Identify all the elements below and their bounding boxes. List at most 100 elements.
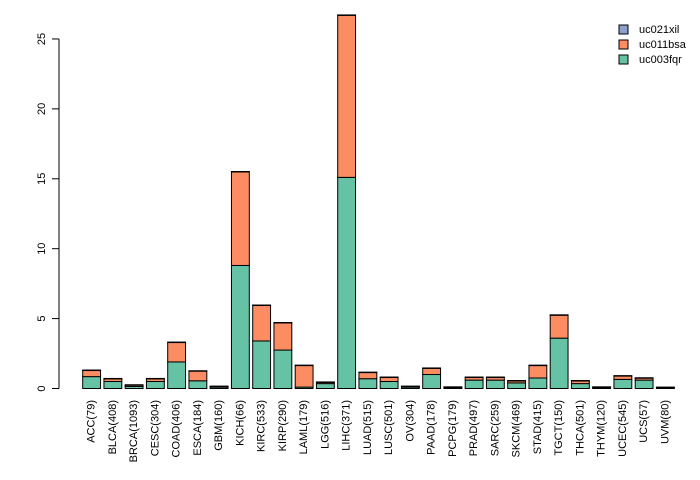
bar-uc021xil-THYM(120) bbox=[592, 386, 612, 388]
x-tick-label: GBM(160) bbox=[213, 400, 225, 451]
bar-uc003fqr-LIHC(371) bbox=[337, 176, 357, 389]
bar-uc021xil-LUAD(515) bbox=[358, 371, 378, 374]
bar-uc021xil-STAD(415) bbox=[528, 364, 548, 367]
bar-uc003fqr-TGCT(150) bbox=[549, 337, 569, 389]
y-tick-label: 20 bbox=[36, 103, 48, 115]
bar-uc021xil-THCA(501) bbox=[570, 380, 590, 382]
bar-uc003fqr-COAD(406) bbox=[167, 361, 187, 389]
x-tick-label: STAD(415) bbox=[532, 400, 544, 454]
bar-uc021xil-UCS(57) bbox=[634, 377, 654, 379]
bar-uc003fqr-KIRC(533) bbox=[252, 340, 272, 389]
x-tick-label: LUAD(515) bbox=[362, 400, 374, 455]
x-tick-label: THYM(120) bbox=[596, 400, 608, 457]
bar-uc021xil-CESC(304) bbox=[145, 377, 165, 380]
bar-uc011bsa-LUAD(515) bbox=[358, 371, 378, 380]
bar-uc003fqr-UCEC(545) bbox=[613, 378, 633, 390]
bar-uc011bsa-TGCT(150) bbox=[549, 314, 569, 339]
bar-uc021xil-ACC(79) bbox=[82, 369, 102, 372]
bar-uc011bsa-KICH(66) bbox=[230, 171, 250, 266]
bar-uc003fqr-LGG(516) bbox=[315, 383, 335, 389]
bar-uc021xil-SARC(259) bbox=[485, 376, 505, 379]
x-tick-label: OV(304) bbox=[404, 400, 416, 442]
bar-uc021xil-BRCA(1093) bbox=[124, 384, 144, 386]
bar-uc021xil-PAAD(178) bbox=[422, 367, 442, 369]
bar-uc021xil-LAML(179) bbox=[294, 364, 314, 367]
bar-uc011bsa-STAD(415) bbox=[528, 364, 548, 379]
bar-uc021xil-UCEC(545) bbox=[613, 375, 633, 377]
bar-uc021xil-GBM(160) bbox=[209, 385, 229, 388]
bar-uc021xil-SKCM(469) bbox=[507, 380, 527, 382]
x-tick-label: SKCM(469) bbox=[511, 400, 523, 457]
x-tick-label: TGCT(150) bbox=[553, 400, 565, 456]
bar-uc021xil-PRAD(497) bbox=[464, 376, 484, 379]
bar-uc021xil-OV(304) bbox=[400, 385, 420, 388]
y-tick-label: 10 bbox=[36, 243, 48, 255]
bar-uc003fqr-SARC(259) bbox=[485, 379, 505, 390]
legend-swatch-uc003fqr bbox=[618, 54, 629, 65]
x-tick-label: KIRP(290) bbox=[277, 400, 289, 451]
legend-label-uc003fqr: uc003fqr bbox=[639, 54, 682, 66]
x-tick-label: BRCA(1093) bbox=[128, 400, 140, 462]
x-tick-label: LUSC(501) bbox=[383, 400, 395, 455]
y-tick-label: 25 bbox=[36, 33, 48, 45]
bar-uc021xil-KICH(66) bbox=[230, 171, 250, 173]
bar-uc003fqr-KICH(66) bbox=[230, 264, 250, 389]
x-tick-label: THCA(501) bbox=[574, 400, 586, 456]
x-tick-label: BLCA(408) bbox=[107, 400, 119, 454]
y-axis: 0 5 10 15 20 25 bbox=[36, 33, 60, 392]
bar-uc021xil-UVM(80) bbox=[655, 386, 675, 389]
y-tick-label: 5 bbox=[36, 316, 48, 322]
bar-uc003fqr-LUSC(501) bbox=[379, 381, 399, 389]
bars bbox=[82, 14, 675, 390]
x-tick-label: SARC(259) bbox=[489, 400, 501, 456]
bar-uc003fqr-LUAD(515) bbox=[358, 378, 378, 389]
x-tick-label: CESC(304) bbox=[149, 400, 161, 456]
bar-uc003fqr-UCS(57) bbox=[634, 379, 654, 390]
bar-uc003fqr-KIRP(290) bbox=[273, 349, 293, 390]
x-tick-label: LIHC(371) bbox=[341, 400, 353, 451]
x-tick-label: PAAD(178) bbox=[426, 400, 438, 455]
x-tick-label: UCS(57) bbox=[638, 400, 650, 443]
legend-swatch-uc011bsa bbox=[618, 39, 629, 50]
bar-uc021xil-LIHC(371) bbox=[337, 14, 357, 16]
x-tick-label: LGG(516) bbox=[319, 400, 331, 449]
x-tick-label: UVM(80) bbox=[659, 400, 671, 444]
bar-uc021xil-BLCA(408) bbox=[103, 377, 123, 380]
bar-uc011bsa-PAAD(178) bbox=[422, 367, 442, 376]
x-tick-label: PRAD(497) bbox=[468, 400, 480, 456]
bar-uc003fqr-CESC(304) bbox=[145, 381, 165, 389]
bar-uc003fqr-ESCA(184) bbox=[188, 380, 208, 389]
bar-uc021xil-PCPG(179) bbox=[443, 386, 463, 388]
bar-uc011bsa-ACC(79) bbox=[82, 369, 102, 378]
x-tick-label: PCPG(179) bbox=[447, 400, 459, 457]
bar-uc003fqr-STAD(415) bbox=[528, 377, 548, 389]
bar-uc021xil-TGCT(150) bbox=[549, 314, 569, 316]
bar-uc011bsa-COAD(406) bbox=[167, 341, 187, 363]
bar-uc003fqr-PAAD(178) bbox=[422, 374, 442, 390]
y-tick-label: 0 bbox=[36, 385, 48, 391]
x-tick-label: KICH(66) bbox=[234, 400, 246, 446]
legend-label-uc011bsa: uc011bsa bbox=[639, 39, 687, 51]
legend-swatch-uc021xil bbox=[618, 24, 629, 35]
bar-uc021xil-LUSC(501) bbox=[379, 376, 399, 379]
bar-uc021xil-KIRP(290) bbox=[273, 322, 293, 324]
x-axis-labels: ACC(79) BLCA(408) BRCA(1093) CESC(304) COAD(… bbox=[86, 400, 672, 462]
legend-label-uc021xil: uc021xil bbox=[639, 24, 679, 36]
bar-uc011bsa-ESCA(184) bbox=[188, 370, 208, 382]
bar-uc003fqr-PRAD(497) bbox=[464, 379, 484, 390]
bar-uc003fqr-THCA(501) bbox=[570, 383, 590, 389]
x-tick-label: KIRC(533) bbox=[256, 400, 268, 452]
bar-uc021xil-LGG(516) bbox=[315, 381, 335, 383]
bar-uc003fqr-ACC(79) bbox=[82, 376, 102, 390]
bar-uc011bsa-KIRC(533) bbox=[252, 304, 272, 342]
bar-uc011bsa-LIHC(371) bbox=[337, 14, 357, 178]
x-tick-label: ACC(79) bbox=[86, 400, 98, 443]
bar-uc003fqr-BLCA(408) bbox=[103, 381, 123, 389]
legend: uc021xil uc011bsa uc003fqr bbox=[618, 24, 687, 66]
bar-uc021xil-ESCA(184) bbox=[188, 370, 208, 372]
bar-uc021xil-COAD(406) bbox=[167, 341, 187, 344]
x-tick-label: UCEC(545) bbox=[617, 400, 629, 457]
y-tick-label: 15 bbox=[36, 173, 48, 185]
bar-uc011bsa-LAML(179) bbox=[294, 364, 314, 388]
